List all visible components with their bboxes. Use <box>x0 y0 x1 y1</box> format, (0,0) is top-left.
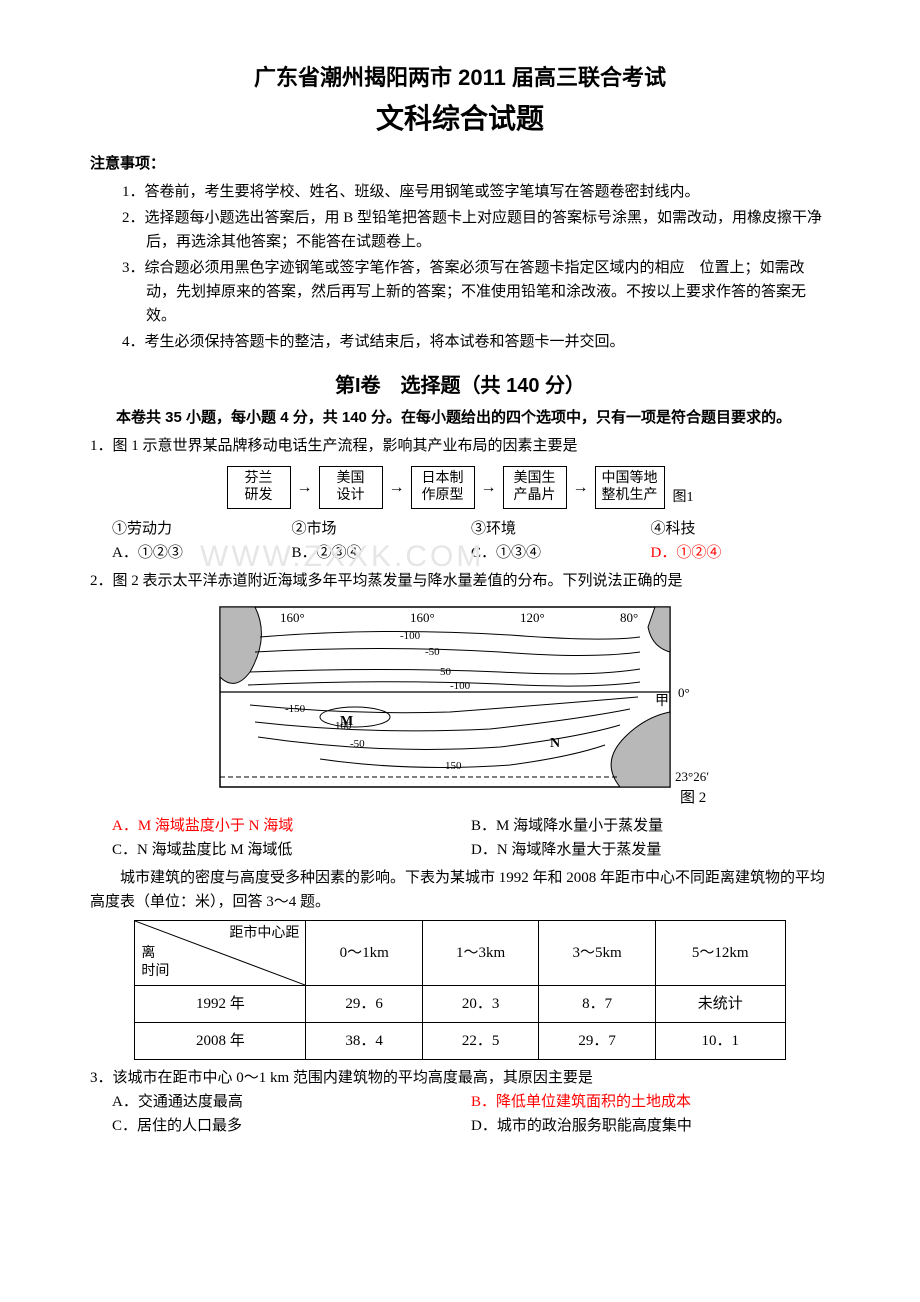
flow-box: 美国生产晶片 <box>503 466 567 509</box>
arrow-right-icon: → <box>573 475 589 501</box>
svg-text:-50: -50 <box>425 646 440 658</box>
option-d: D．城市的政治服务职能高度集中 <box>471 1114 830 1138</box>
map-point-jia: 甲 <box>655 694 669 709</box>
table-row-label: 1992 年 <box>135 985 306 1022</box>
table-cell: 20．3 <box>422 985 538 1022</box>
svg-text:-100: -100 <box>400 630 421 642</box>
q1-options: WWW.ZXXK.COM A．①②③ B．②③④ C．①③④ D．①②④ <box>90 541 830 565</box>
exam-title-line1: 广东省潮州揭阳两市 2011 届高三联合考试 <box>90 60 830 95</box>
map-point-m: M <box>340 714 353 729</box>
figure-label: 图1 <box>673 487 694 509</box>
flow-box: 美国设计 <box>319 466 383 509</box>
factor-item: ③环境 <box>471 517 651 541</box>
factor-item: ②市场 <box>292 517 472 541</box>
option-c: C．居住的人口最多 <box>112 1114 471 1138</box>
q2-options: A．M 海域盐度小于 N 海域 B．M 海域降水量小于蒸发量 C．N 海域盐度比… <box>90 814 830 862</box>
lon-label: 160° <box>410 610 435 625</box>
building-height-table: 距市中心距 离 时间 0～1km 1～3km 3～5km 5～12km 1992… <box>134 920 785 1060</box>
q2-stem: 2．图 2 表示太平洋赤道附近海域多年平均蒸发量与降水量差值的分布。下列说法正确… <box>90 569 830 593</box>
svg-text:150: 150 <box>445 760 462 772</box>
lat-label: 23°26′ <box>675 769 709 784</box>
table-cell: 29．6 <box>306 985 422 1022</box>
table-row: 1992 年 29．6 20．3 8．7 未统计 <box>135 985 785 1022</box>
table-cell: 29．7 <box>539 1022 655 1059</box>
q3-stem: 3．该城市在距市中心 0～1 km 范围内建筑物的平均高度最高，其原因主要是 <box>90 1066 830 1090</box>
q34-intro: 城市建筑的密度与高度受多种因素的影响。下表为某城市 1992 年和 2008 年… <box>90 866 830 914</box>
table-diag-header: 距市中心距 离 时间 <box>135 920 306 985</box>
option-b: B．②③④ <box>292 541 472 565</box>
part-heading: 第I卷 选择题（共 140 分） <box>90 370 830 402</box>
q1-stem: 1．图 1 示意世界某品牌移动电话生产流程，影响其产业布局的因素主要是 <box>90 434 830 458</box>
arrow-right-icon: → <box>297 475 313 501</box>
table-col-header: 5～12km <box>655 920 785 985</box>
svg-text:-100: -100 <box>450 680 471 692</box>
table-col-header: 1～3km <box>422 920 538 985</box>
option-c: C．N 海域盐度比 M 海域低 <box>112 838 471 862</box>
option-b: B．M 海域降水量小于蒸发量 <box>471 814 830 838</box>
flow-box: 中国等地整机生产 <box>595 466 665 509</box>
table-cell: 8．7 <box>539 985 655 1022</box>
table-cell: 未统计 <box>655 985 785 1022</box>
lon-label: 160° <box>280 610 305 625</box>
option-d-correct: D．①②④ <box>651 541 831 565</box>
svg-text:-50: -50 <box>350 738 365 750</box>
map-point-n: N <box>550 736 560 751</box>
diag-top-label: 距市中心距 <box>229 923 299 945</box>
table-col-header: 3～5km <box>539 920 655 985</box>
lon-label: 120° <box>520 610 545 625</box>
lon-label: 80° <box>620 610 638 625</box>
lat-label: 0° <box>678 685 690 700</box>
notice-item: 1．答卷前，考生要将学校、姓名、班级、座号用钢笔或签字笔填写在答题卷密封线内。 <box>122 180 830 204</box>
q1-factors: ①劳动力 ②市场 ③环境 ④科技 <box>90 517 830 541</box>
factor-item: ①劳动力 <box>112 517 292 541</box>
flow-box: 日本制作原型 <box>411 466 475 509</box>
arrow-right-icon: → <box>389 475 405 501</box>
figure-label: 图 2 <box>680 789 706 806</box>
notice-heading: 注意事项： <box>90 152 830 176</box>
notice-list: 1．答卷前，考生要将学校、姓名、班级、座号用钢笔或签字笔填写在答题卷密封线内。 … <box>90 180 830 354</box>
table-row: 2008 年 38．4 22．5 29．7 10．1 <box>135 1022 785 1059</box>
svg-text:-150: -150 <box>285 703 306 715</box>
option-b-correct: B．降低单位建筑面积的土地成本 <box>471 1090 830 1114</box>
option-d: D．N 海域降水量大于蒸发量 <box>471 838 830 862</box>
table-cell: 10．1 <box>655 1022 785 1059</box>
notice-item: 3．综合题必须用黑色字迹钢笔或签字笔作答，答案必须写在答题卡指定区域内的相应 位… <box>122 256 830 328</box>
arrow-right-icon: → <box>481 475 497 501</box>
table-col-header: 0～1km <box>306 920 422 985</box>
part-subheading: 本卷共 35 小题，每小题 4 分，共 140 分。在每小题给出的四个选项中，只… <box>90 406 830 430</box>
option-c: C．①③④ <box>471 541 651 565</box>
option-a: A．交通通达度最高 <box>112 1090 471 1114</box>
table-cell: 38．4 <box>306 1022 422 1059</box>
notice-item: 2．选择题每小题选出答案后，用 B 型铅笔把答题卡上对应题目的答案标号涂黑，如需… <box>122 206 830 254</box>
option-a-correct: A．M 海域盐度小于 N 海域 <box>112 814 471 838</box>
table-row: 距市中心距 离 时间 0～1km 1～3km 3～5km 5～12km <box>135 920 785 985</box>
diag-bot-label: 时间 <box>141 961 169 983</box>
table-row-label: 2008 年 <box>135 1022 306 1059</box>
factor-item: ④科技 <box>651 517 831 541</box>
q1-flowchart: 芬兰研发 → 美国设计 → 日本制作原型 → 美国生产晶片 → 中国等地整机生产… <box>90 466 830 509</box>
q3-options: A．交通通达度最高 B．降低单位建筑面积的土地成本 C．居住的人口最多 D．城市… <box>90 1090 830 1138</box>
svg-text:50: 50 <box>440 666 452 678</box>
notice-item: 4．考生必须保持答题卡的整洁，考试结束后，将本试卷和答题卡一并交回。 <box>122 330 830 354</box>
option-a: A．①②③ <box>112 541 292 565</box>
flow-box: 芬兰研发 <box>227 466 291 509</box>
exam-title-line2: 文科综合试题 <box>90 97 830 142</box>
table-cell: 22．5 <box>422 1022 538 1059</box>
q2-map-figure: 160° 160° 120° 80° 0° 23°26′ -100 -50 50… <box>200 597 720 812</box>
